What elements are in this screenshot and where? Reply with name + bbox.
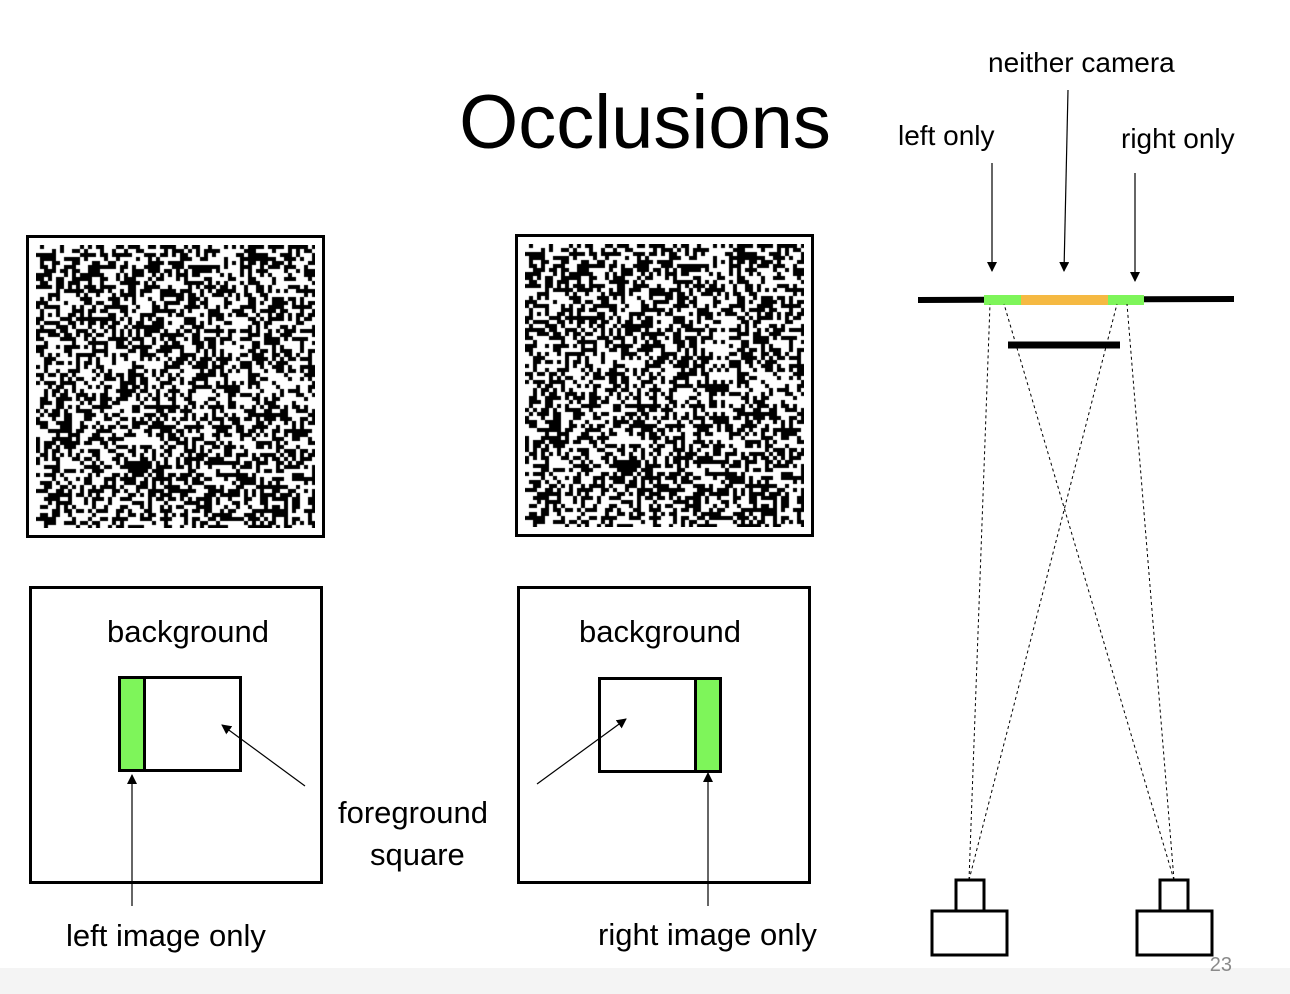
slide-footer-strip [0,968,1290,994]
left-stereogram [26,235,325,538]
random-dot-stereogram-right-icon [525,244,804,527]
neither-camera-label: neither camera [988,47,1175,78]
foreground-label-line1: foreground [338,795,488,830]
right-only-region [1108,295,1144,305]
random-dot-stereogram-left-icon [36,245,315,528]
left-camera-icon [930,878,1009,957]
left-explanation-panel [29,586,323,884]
sight-lines [968,303,1175,881]
page-number: 23 [1209,954,1232,976]
foreground-label-line2: square [370,837,465,872]
left-image-only-label: left image only [66,918,266,953]
right-stereogram [515,234,814,537]
neither-camera-pointer [1059,89,1070,272]
right-background-label: background [579,614,742,649]
foreground-arrow-right [536,718,627,785]
right-only-label: right only [1121,123,1235,154]
left-only-region [984,295,1021,305]
left-only-label: left only [898,120,995,151]
left-foreground-square [118,676,242,772]
foreground-arrow-left [221,724,306,787]
right-occlusion-strip [694,680,719,770]
right-camera-icon [1135,878,1214,957]
neither-camera-region [1021,295,1108,305]
left-background-label: background [107,614,270,649]
slide-title: Occlusions [459,80,831,165]
left-occlusion-strip [121,679,146,769]
right-image-only-label: right image only [598,917,817,952]
